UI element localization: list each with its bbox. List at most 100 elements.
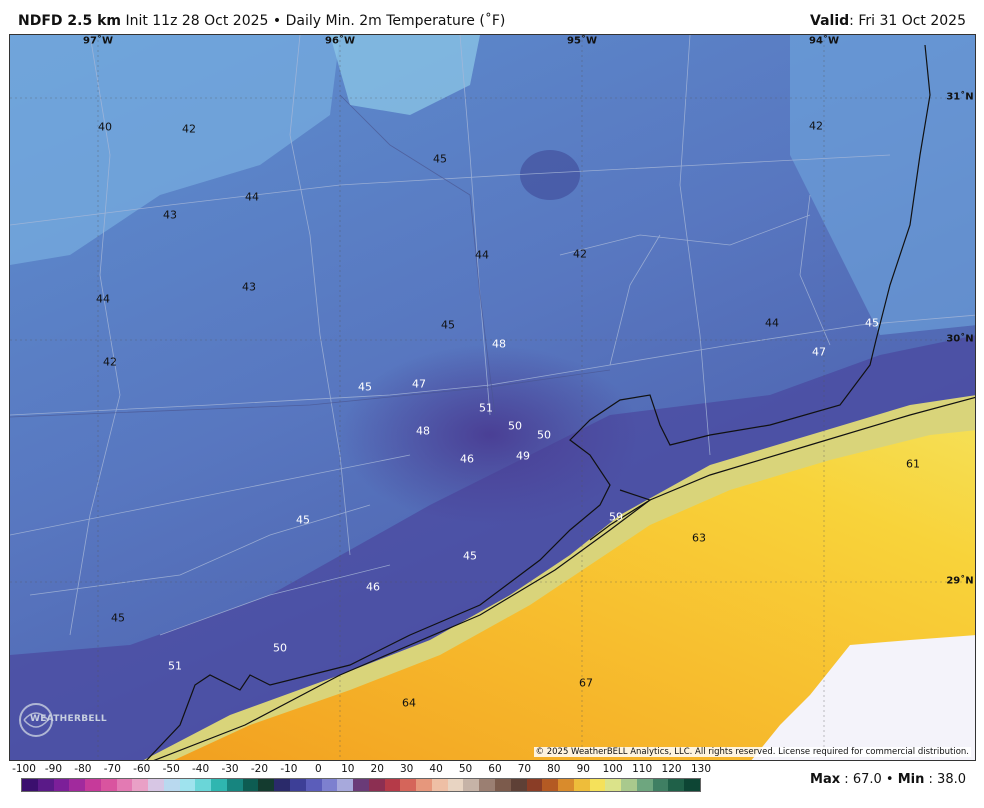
temperature-map[interactable]: 97˚W 96˚W 95˚W 94˚W 31˚N 30˚N 29˚N 40 42… [9,34,976,761]
legend-color-swatch [542,779,559,791]
lon-label-94: 94˚W [809,35,839,47]
legend-tick-label: 110 [632,763,653,775]
legend-color-swatch [179,779,196,791]
min-value: 38.0 [937,772,966,787]
header-bullet: • [272,13,282,29]
legend-color-swatch [368,779,385,791]
station-value: 50 [508,419,522,433]
legend-color-swatch [37,779,54,791]
station-value: 61 [906,457,920,471]
station-value: 51 [479,401,493,415]
legend-color-swatch [132,779,149,791]
header-right: Valid: Fri 31 Oct 2025 [810,13,966,29]
station-value: 45 [296,513,310,527]
stats-bullet: • [885,772,894,787]
station-value: 44 [475,248,489,262]
station-value: 64 [402,696,416,710]
legend-color-swatch [290,779,306,791]
cool-region-n [330,35,480,115]
max-min-stats: Max : 67.0 • Min : 38.0 [810,772,966,787]
no-data-area [751,635,975,760]
legend-color-swatch [258,779,275,791]
lon-label-96: 96˚W [325,35,355,47]
colon: : [928,772,933,787]
legend-tick-label: -70 [103,763,121,775]
legend-color-swatch [100,779,117,791]
legend-color-swatch [53,779,70,791]
valid-separator: : [849,13,854,29]
station-value: 42 [573,247,587,261]
legend-color-swatch [305,779,322,791]
legend-color-swatch [558,779,574,791]
legend-color-swatch [684,779,700,791]
copyright-notice: © 2025 WeatherBELL Analytics, LLC. All r… [533,747,971,757]
highway-lines [10,94,611,418]
station-value: 50 [273,641,287,655]
valid-label: Valid [810,13,850,29]
station-value: 63 [692,531,706,545]
station-value: 48 [416,424,430,438]
station-value: 50 [537,428,551,442]
legend-color-swatch [605,779,622,791]
legend-tick-label: 90 [576,763,590,775]
legend-color-swatch [400,779,417,791]
station-value: 44 [245,190,259,204]
legend-tick-label: 130 [690,763,712,775]
station-value: 42 [182,122,196,136]
legend-color-swatch [337,779,354,791]
min-label: Min [897,772,925,787]
station-value: 44 [96,292,110,306]
lat-label-31: 31˚N [946,91,974,103]
legend-color-swatch [148,779,164,791]
product-name: Daily Min. 2m Temperature (˚F) [285,13,506,29]
station-value: 45 [441,318,455,332]
legend-tick-label: -60 [133,763,151,775]
station-value: 45 [433,152,447,166]
legend-color-swatch [416,779,432,791]
station-value: 45 [463,549,477,563]
legend-color-swatch [510,779,527,791]
legend-tick-label: 70 [517,763,532,775]
graticule [10,35,975,760]
legend-tick-label: 60 [488,763,502,775]
legend-color-swatch [163,779,180,791]
legend-color-swatch [274,779,291,791]
station-value: 67 [579,676,593,690]
lon-label-95: 95˚W [567,35,597,47]
legend-color-swatch [431,779,448,791]
station-value: 45 [111,611,125,625]
station-value: 49 [516,449,530,463]
legend-color-swatch [652,779,669,791]
legend-color-swatch [195,779,212,791]
legend-color-swatch [22,779,38,791]
legend-color-swatch [526,779,543,791]
station-value: 43 [163,208,177,222]
station-value: 40 [98,120,112,134]
legend-color-swatch [636,779,653,791]
county-lines [10,35,975,636]
coastline [146,44,975,760]
map-canvas [10,35,975,760]
legend-tick-label: -80 [74,763,92,775]
cool-region-ne [790,35,975,335]
header-left: NDFD 2.5 km Init 11z 28 Oct 2025 • Daily… [18,13,505,29]
station-value: 59 [609,510,623,524]
station-value: 46 [366,580,380,594]
legend-color-swatch [226,779,243,791]
legend-color-swatch [321,779,338,791]
colon: : [844,772,849,787]
legend-tick-label: 80 [547,763,561,775]
legend-color-swatch [573,779,590,791]
legend-color-swatch [69,779,86,791]
legend-color-swatch [668,779,685,791]
weatherbell-logo: WEATHERBELL [16,700,107,740]
max-label: Max [810,772,841,787]
legend-tick-label: -30 [221,763,239,775]
legend-tick-label: -90 [44,763,62,775]
logo-swirl-icon [19,703,53,737]
legend-tick-label: 40 [429,763,443,775]
map-header: NDFD 2.5 km Init 11z 28 Oct 2025 • Daily… [0,0,984,34]
legend-tick-label: 50 [458,763,473,775]
station-value: 42 [103,355,117,369]
legend-color-swatch [242,779,259,791]
